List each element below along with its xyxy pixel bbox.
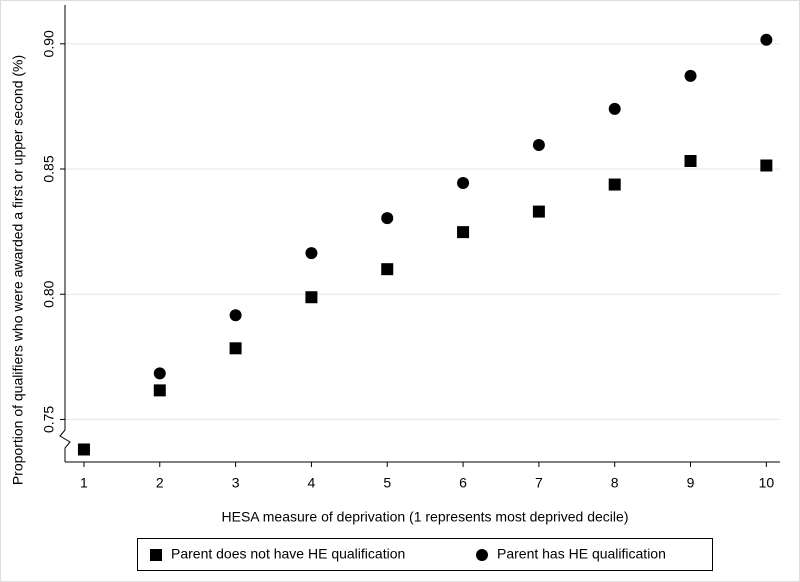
x-tick-label: 2 [156, 475, 164, 491]
square-marker [305, 291, 318, 304]
y-axis-label: Proportion of qualifiers who were awarde… [10, 55, 26, 485]
circle-marker [476, 549, 488, 561]
circle-marker [305, 247, 318, 260]
x-tick-label: 5 [383, 475, 391, 491]
square-marker [153, 384, 166, 397]
axis-break [59, 429, 71, 462]
square-marker [608, 178, 621, 191]
square-marker [150, 549, 162, 561]
circle-marker [532, 138, 545, 151]
square-marker [457, 226, 470, 239]
x-tick-label: 7 [535, 475, 543, 491]
legend-label: Parent has HE qualification [497, 546, 666, 562]
x-tick-label: 4 [308, 475, 316, 491]
x-tick-label: 9 [687, 475, 695, 491]
circle-marker [77, 443, 90, 456]
square-marker [760, 159, 773, 172]
legend: Parent does not have HE qualification Par… [150, 546, 666, 562]
circle-marker [381, 212, 394, 225]
legend-label: Parent does not have HE qualification [171, 546, 405, 562]
square-marker [684, 155, 697, 168]
square-marker [381, 263, 394, 276]
circle-marker [229, 309, 242, 322]
square-marker [229, 342, 242, 355]
x-tick-label: 3 [232, 475, 240, 491]
y-tick-label: 0.75 [41, 406, 57, 433]
y-tick-label: 0.90 [41, 30, 57, 57]
square-marker [532, 205, 545, 218]
x-tick-label: 10 [759, 475, 775, 491]
x-tick-label: 1 [80, 475, 88, 491]
circle-marker [608, 102, 621, 115]
x-tick-label: 6 [459, 475, 467, 491]
x-axis-label: HESA measure of deprivation (1 represent… [222, 509, 629, 525]
circle-marker [760, 33, 773, 46]
circle-marker [457, 177, 470, 190]
y-tick-label: 0.85 [41, 155, 57, 182]
x-tick-label: 8 [611, 475, 619, 491]
legend-box [137, 538, 713, 571]
circle-marker [684, 69, 697, 82]
y-tick-label: 0.80 [41, 280, 57, 307]
circle-marker [153, 367, 166, 380]
